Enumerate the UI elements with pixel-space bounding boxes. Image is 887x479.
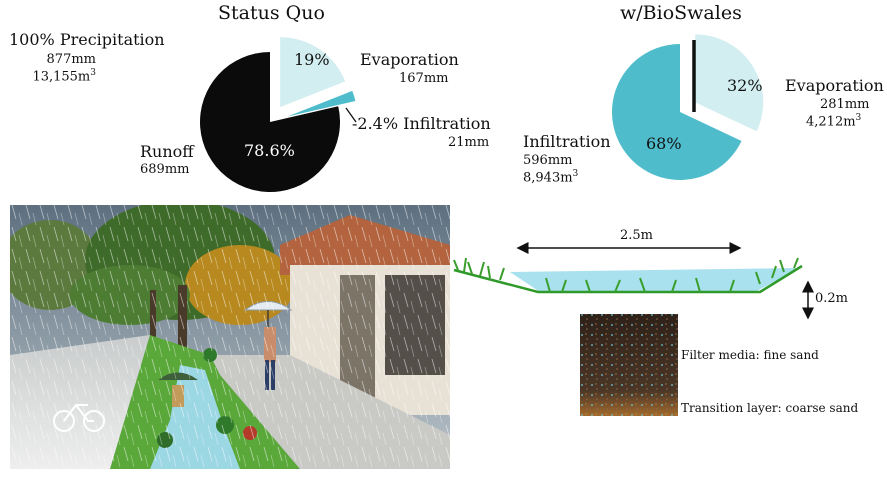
rain-overlay (10, 205, 450, 469)
bs-evaporation-mm: 281mm (820, 97, 870, 112)
bs-infiltration-label: Infiltration (523, 132, 611, 151)
status-quo-title: Status Quo (218, 2, 325, 24)
pie-slice-evaporation (280, 37, 346, 108)
transition-layer-label: Transition layer: coarse sand (681, 401, 859, 415)
precipitation-label: 100% Precipitation (9, 30, 165, 49)
bs-infiltration-volume: 8,943m3 (523, 169, 579, 186)
pie-slice-evaporation (695, 34, 764, 132)
bs-evaporation-volume: 4,212m3 (806, 113, 862, 130)
runoff-mm: 689mm (140, 162, 190, 177)
street-rendering (10, 205, 450, 469)
pie-slice-infiltration (287, 90, 356, 117)
water-layer (510, 268, 800, 292)
bs-infiltration-mm: 596mm (523, 153, 573, 168)
bs-evaporation-label: Evaporation (785, 76, 884, 95)
status-quo-pie (199, 37, 357, 192)
bs-evaporation-percent: 32% (727, 76, 763, 95)
bs-infiltration-percent: 68% (646, 134, 682, 153)
bioswale-cross-section (453, 242, 814, 416)
runoff-percent: 78.6% (244, 141, 295, 160)
sq-infiltration-label: -2.4% Infiltration (352, 114, 491, 133)
pie-slice-runoff (199, 52, 340, 192)
sq-evaporation-label: Evaporation (360, 50, 459, 69)
sq-infiltration-mm: 21mm (448, 135, 490, 150)
sq-evaporation-percent: 19% (294, 50, 330, 69)
bioswales-title: w/BioSwales (620, 2, 742, 24)
grass-surface (453, 264, 803, 294)
width-label: 2.5m (620, 228, 654, 243)
infiltration-leader-line (345, 107, 357, 123)
depth-label: 0.2m (815, 291, 849, 306)
precipitation-volume: 13,155m3 (32, 68, 96, 85)
filter-media-label: Filter media: fine sand (681, 348, 819, 362)
precipitation-mm: 877mm (46, 52, 96, 67)
grass-blades (453, 257, 799, 293)
sq-evaporation-mm: 167mm (399, 71, 449, 86)
runoff-label: Runoff (140, 142, 194, 161)
bioswales-pie (612, 34, 764, 180)
pie-slice-infiltration (612, 43, 742, 180)
